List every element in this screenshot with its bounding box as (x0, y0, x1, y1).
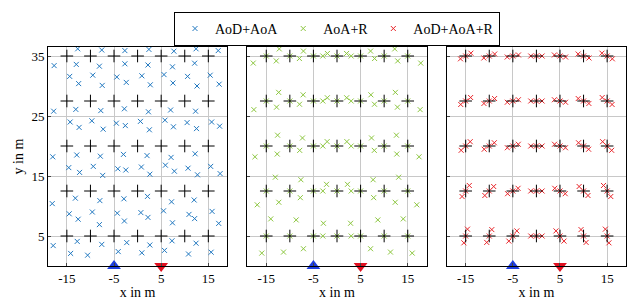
svg-text:25: 25 (31, 109, 44, 124)
svg-text:15: 15 (202, 271, 215, 286)
svg-text:x in m: x in m (519, 285, 555, 300)
svg-text:x in m: x in m (120, 285, 156, 300)
svg-text:y in m: y in m (11, 139, 26, 175)
svg-text:5: 5 (158, 271, 165, 286)
svg-text:AoD+AoA: AoD+AoA (215, 22, 278, 37)
svg-text:-15: -15 (258, 271, 275, 286)
svg-text:-15: -15 (457, 271, 474, 286)
svg-text:-5: -5 (109, 271, 120, 286)
svg-text:5: 5 (557, 271, 564, 286)
svg-text:35: 35 (31, 49, 44, 64)
svg-text:5: 5 (38, 229, 45, 244)
svg-text:x in m: x in m (319, 285, 355, 300)
svg-text:15: 15 (601, 271, 614, 286)
svg-text:15: 15 (31, 169, 44, 184)
svg-text:AoD+AoA+R: AoD+AoA+R (413, 22, 493, 37)
svg-text:-5: -5 (507, 271, 518, 286)
svg-text:-15: -15 (58, 271, 75, 286)
svg-text:AoA+R: AoA+R (323, 22, 368, 37)
svg-text:5: 5 (357, 271, 364, 286)
svg-text:15: 15 (401, 271, 414, 286)
svg-text:-5: -5 (308, 271, 319, 286)
